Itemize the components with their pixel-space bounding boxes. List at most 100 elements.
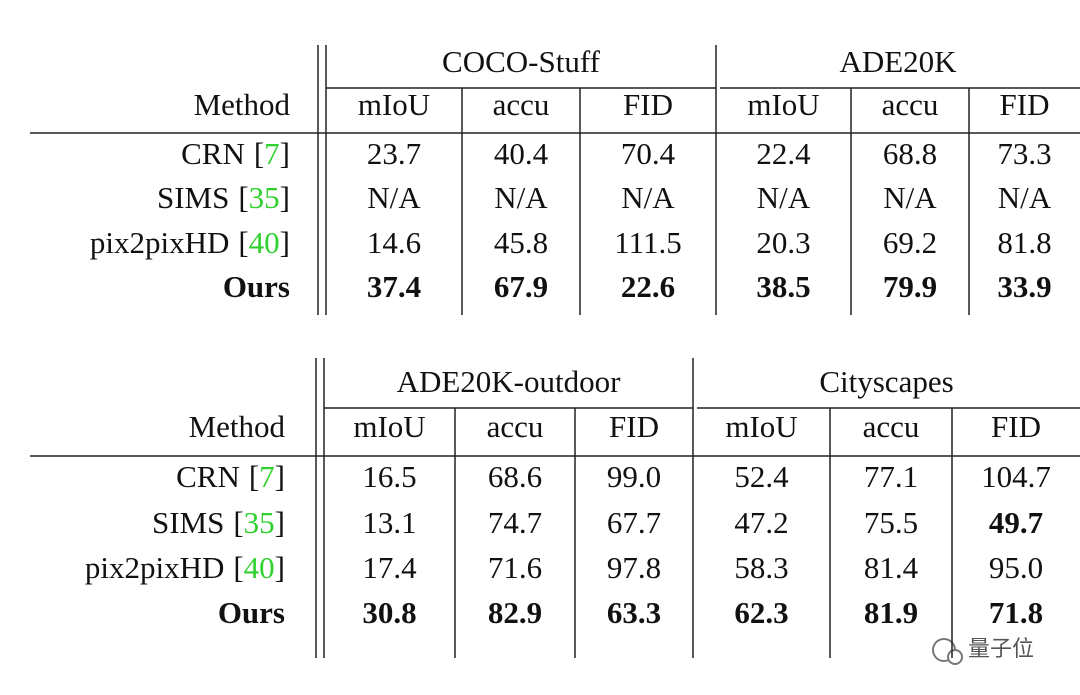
cell-value: 13.1: [362, 505, 416, 540]
column-header: accu: [882, 87, 939, 122]
cell-value: 20.3: [756, 225, 810, 260]
cell-value: 52.4: [734, 459, 789, 494]
cell-value: 33.9: [997, 269, 1051, 304]
citation: 40: [244, 550, 275, 585]
bracket: [: [233, 550, 243, 585]
cell-value: 69.2: [883, 225, 937, 260]
bracket: ]: [275, 550, 285, 585]
citation: 35: [244, 505, 275, 540]
cell-value: 63.3: [607, 595, 661, 630]
column-header: FID: [991, 409, 1041, 444]
cell-value: N/A: [883, 180, 937, 215]
method-header: Method: [194, 87, 291, 122]
column-header: accu: [493, 87, 550, 122]
cell-value: 97.8: [607, 550, 661, 585]
method: pix2pixHD: [85, 550, 225, 585]
cell-value: 73.3: [997, 136, 1051, 171]
cell-value: 16.5: [362, 459, 416, 494]
method-name: CRN [7]: [181, 136, 290, 171]
cell-value: 81.4: [864, 550, 919, 585]
cell-value: 67.7: [607, 505, 661, 540]
cell-value: 71.8: [989, 595, 1043, 630]
group-header: COCO-Stuff: [442, 44, 601, 79]
method-name: pix2pixHD [40]: [90, 225, 290, 260]
cell-value: 37.4: [367, 269, 421, 304]
citation: 7: [264, 136, 280, 171]
cell-value: 77.1: [864, 459, 918, 494]
method-name: SIMS [35]: [157, 180, 290, 215]
method-name: Ours: [218, 595, 285, 630]
table: ADE20K-outdoor Cityscapes Method mIoU accu FI…: [30, 358, 1080, 658]
column-header: FID: [609, 409, 659, 444]
cell-value: 47.2: [734, 505, 788, 540]
method: pix2pixHD: [90, 225, 230, 260]
cell-value: 74.7: [488, 505, 542, 540]
cell-value: 45.8: [494, 225, 548, 260]
cell-value: 95.0: [989, 550, 1043, 585]
column-header: mIoU: [358, 87, 430, 122]
cell-value: 30.8: [362, 595, 416, 630]
citation: 40: [249, 225, 280, 260]
method-name: CRN [7]: [176, 459, 285, 494]
cell-value: N/A: [621, 180, 675, 215]
bracket: [: [233, 505, 243, 540]
cell-value: N/A: [998, 180, 1052, 215]
cell-value: 75.5: [864, 505, 918, 540]
cell-value: 22.6: [621, 269, 675, 304]
cell-value: 81.8: [997, 225, 1051, 260]
cell-value: 71.6: [488, 550, 542, 585]
group-header: ADE20K-outdoor: [397, 364, 622, 399]
column-header: accu: [863, 409, 920, 444]
citation: 35: [249, 180, 280, 215]
method: CRN: [176, 459, 240, 494]
cell-value: 79.9: [883, 269, 937, 304]
column-header: mIoU: [747, 87, 819, 122]
cell-value: 22.4: [756, 136, 811, 171]
method-name: SIMS [35]: [152, 505, 285, 540]
cell-value: 67.9: [494, 269, 548, 304]
method: Ours: [218, 595, 285, 630]
cell-value: 82.9: [488, 595, 542, 630]
cell-value: 111.5: [614, 225, 681, 260]
cell-value: 104.7: [981, 459, 1051, 494]
bracket: [: [238, 225, 248, 260]
cell-value: N/A: [367, 180, 421, 215]
bracket: [: [238, 180, 248, 215]
cell-value: 58.3: [734, 550, 788, 585]
column-header: FID: [1000, 87, 1050, 122]
cell-value: 38.5: [756, 269, 810, 304]
column-header: FID: [623, 87, 673, 122]
cell-value: 62.3: [734, 595, 788, 630]
cell-value: 68.8: [883, 136, 937, 171]
group-header: ADE20K: [839, 44, 957, 79]
bracket: ]: [280, 225, 290, 260]
bracket: [: [254, 136, 264, 171]
cell-value: 17.4: [362, 550, 417, 585]
column-header: mIoU: [353, 409, 425, 444]
cell-value: 40.4: [494, 136, 549, 171]
cell-value: 14.6: [367, 225, 421, 260]
method-name: Ours: [223, 269, 290, 304]
bracket: ]: [280, 180, 290, 215]
method: Ours: [223, 269, 290, 304]
cell-value: 70.4: [621, 136, 676, 171]
bracket: ]: [275, 505, 285, 540]
watermark: 量子位: [968, 637, 1034, 662]
method: SIMS: [157, 180, 229, 215]
cell-value: N/A: [494, 180, 548, 215]
column-header: mIoU: [725, 409, 797, 444]
cell-value: N/A: [757, 180, 811, 215]
column-header: accu: [487, 409, 544, 444]
method: SIMS: [152, 505, 224, 540]
group-header: Cityscapes: [819, 364, 953, 399]
bracket: ]: [280, 136, 290, 171]
cell-value: 99.0: [607, 459, 661, 494]
method-header: Method: [189, 409, 286, 444]
cell-value: 68.6: [488, 459, 542, 494]
bracket: ]: [275, 459, 285, 494]
bracket: [: [249, 459, 259, 494]
cell-value: 81.9: [864, 595, 918, 630]
table: COCO-Stuff ADE20K Method mIoU accu FID mIoU acc…: [30, 44, 1080, 315]
